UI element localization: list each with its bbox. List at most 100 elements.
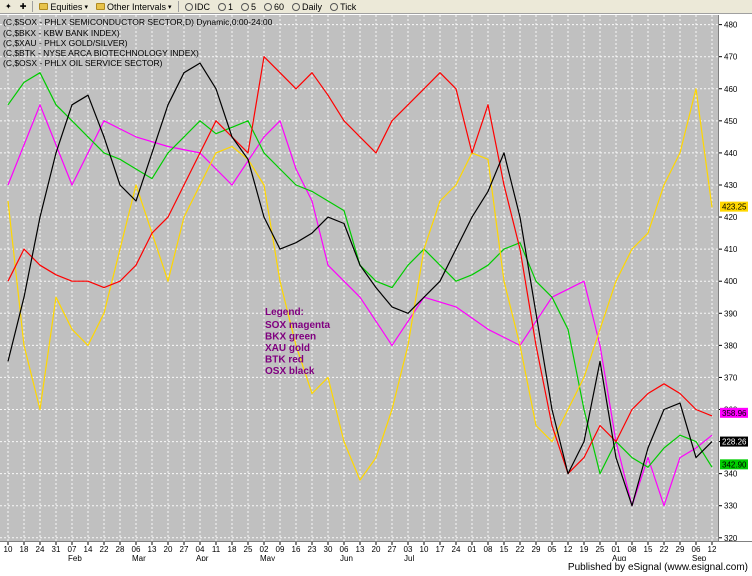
pin-icon: ✦: [5, 1, 12, 11]
y-axis-svg: 3203303403503603703803904004104204304404…: [719, 21, 748, 543]
x-tick-label: 06: [692, 545, 701, 554]
x-tick-label: 13: [148, 545, 157, 554]
legend-entry: BTK red: [265, 355, 304, 366]
toolbar-item-7[interactable]: 60: [261, 1, 287, 13]
last-value-label: 358.96: [722, 409, 747, 418]
x-tick-label: 12: [564, 545, 573, 554]
y-tick-label: 380: [724, 341, 738, 350]
x-tick-label: 07: [68, 545, 77, 554]
x-tick-label: 20: [164, 545, 173, 554]
y-tick-label: 420: [724, 213, 738, 222]
x-tick-label: 09: [276, 545, 285, 554]
x-tick-label: 22: [516, 545, 525, 554]
x-tick-label: 01: [612, 545, 621, 554]
dropdown-arrow-icon: ▾: [167, 3, 172, 11]
y-tick-label: 450: [724, 117, 738, 126]
toolbar-item-label: 1: [228, 1, 234, 12]
x-month-label: Apr: [196, 554, 209, 562]
y-tick-label: 400: [724, 277, 738, 286]
series-label: (C,$OSX - PHLX OIL SERVICE SECTOR): [3, 58, 163, 68]
plot-area[interactable]: (C,$SOX - PHLX SEMICONDUCTOR SECTOR,D) D…: [0, 15, 718, 541]
x-tick-label: 25: [244, 545, 253, 554]
x-tick-label: 22: [100, 545, 109, 554]
x-tick-label: 24: [452, 545, 461, 554]
x-tick-label: 06: [340, 545, 349, 554]
x-tick-label: 28: [116, 545, 125, 554]
series-label: (C,$BKX - KBW BANK INDEX): [3, 28, 120, 38]
toolbar-item-1[interactable]: ✚: [17, 1, 30, 13]
x-tick-label: 17: [436, 545, 445, 554]
y-tick-label: 320: [724, 534, 738, 541]
last-value-tag-xau: [720, 201, 748, 212]
clock-icon: [241, 2, 250, 11]
x-tick-label: 23: [308, 545, 317, 554]
series-label: (C,$BTK - NYSE ARCA BIOTECHNOLOGY INDEX): [3, 48, 199, 58]
x-tick-label: 15: [500, 545, 509, 554]
footer: Published by eSignal (www.esignal.com): [0, 561, 752, 576]
x-tick-label: 05: [548, 545, 557, 554]
x-tick-label: 06: [132, 545, 141, 554]
toolbar-item-label: 60: [274, 1, 285, 12]
grid-lines: [0, 15, 718, 541]
x-tick-label: 29: [532, 545, 541, 554]
x-tick-label: 14: [84, 545, 93, 554]
toolbar-item-3[interactable]: Other Intervals ▾: [93, 1, 175, 13]
x-tick-label: 04: [196, 545, 205, 554]
x-tick-label: 27: [180, 545, 189, 554]
y-tick-label: 440: [724, 149, 738, 158]
clock-icon: [330, 2, 339, 11]
y-axis[interactable]: 3203303403503603703803904004104204304404…: [718, 15, 752, 543]
toolbar-item-8[interactable]: Daily: [289, 1, 325, 13]
clock-icon: [184, 2, 193, 11]
x-tick-label: 27: [388, 545, 397, 554]
folder-icon: [39, 3, 49, 10]
y-tick-label: 370: [724, 373, 738, 382]
x-tick-label: 02: [260, 545, 269, 554]
toolbar-item-9[interactable]: Tick: [327, 1, 359, 13]
x-tick-label: 16: [292, 545, 301, 554]
x-month-label: May: [260, 554, 275, 562]
toolbar-item-0[interactable]: ✦: [2, 1, 15, 13]
x-tick-label: 03: [404, 545, 413, 554]
series-line-osx: [7, 62, 713, 507]
y-tick-label: 340: [724, 470, 738, 479]
folder-icon: [95, 3, 105, 10]
x-tick-label: 31: [52, 545, 61, 554]
x-month-label: Feb: [68, 554, 82, 562]
last-value-label: 423.25: [722, 203, 747, 212]
x-tick-label: 19: [580, 545, 589, 554]
toolbar-item-label: Daily: [302, 1, 323, 12]
x-tick-label: 15: [644, 545, 653, 554]
last-value-tag-osx: [720, 436, 748, 447]
series-line-sox: [7, 104, 713, 507]
legend-entry: XAU gold: [265, 343, 310, 354]
x-month-label: Mar: [132, 554, 146, 562]
toolbar-item-label: Tick: [340, 1, 357, 12]
x-tick-label: 24: [36, 545, 45, 554]
y-tick-label: 410: [724, 245, 738, 254]
toolbar-item-2[interactable]: Equities ▾: [36, 1, 91, 13]
legend-entry: OSX black: [265, 366, 315, 377]
x-tick-label: 18: [228, 545, 237, 554]
footer-credit: Published by eSignal (www.esignal.com): [567, 562, 748, 573]
toolbar-separator: [177, 1, 179, 12]
clock-icon: [218, 2, 226, 11]
last-value-tag-bkx: [720, 459, 748, 470]
x-tick-label: 22: [660, 545, 669, 554]
toolbar-item-label: IDC: [194, 1, 211, 12]
toolbar-item-6[interactable]: 5: [238, 1, 259, 13]
x-axis[interactable]: 10 18 24 31 07 14 22 28 06 13 20 27 04 11 18 25 02 09 16 23…: [0, 541, 752, 563]
last-value-label: 228.26: [722, 438, 747, 447]
toolbar-item-5[interactable]: 1: [215, 1, 236, 13]
x-month-label: Aug: [612, 554, 626, 562]
toolbar-item-4[interactable]: IDC: [182, 1, 214, 13]
y-tick-label: 470: [724, 53, 738, 62]
series-line-xau: [7, 88, 713, 481]
chart-toolbar: ✦ ✚ Equities ▾ Other Intervals ▾ IDC 1 5 60 Daily T…: [0, 0, 752, 14]
legend-entry: SOX magenta: [265, 320, 330, 331]
x-tick-label: 12: [708, 545, 717, 554]
legend-title: Legend:: [265, 307, 304, 318]
series-label: (C,$XAU - PHLX GOLD/SILVER): [3, 38, 128, 48]
x-tick-label: 11: [212, 545, 221, 554]
toolbar-item-label: Other Intervals: [106, 1, 166, 12]
